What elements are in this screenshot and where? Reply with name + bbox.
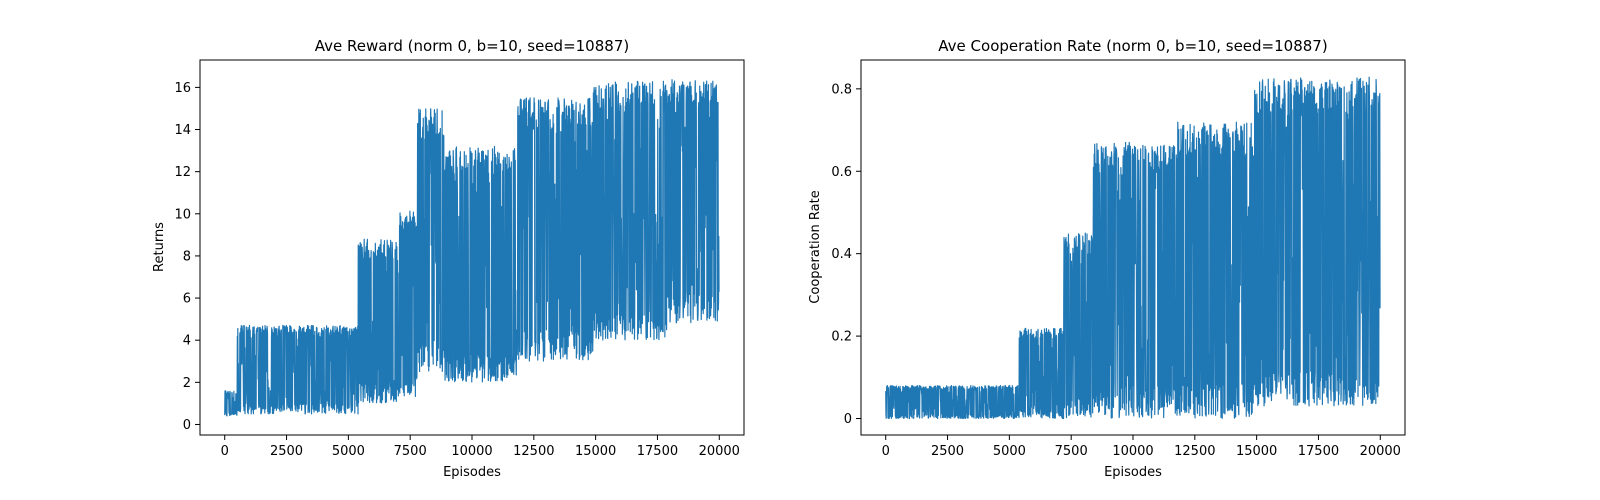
y-tick-label: 10 [174,207,191,222]
x-tick-label: 2500 [270,444,303,459]
reward-chart: Ave Reward (norm 0, b=10, seed=10887) Ep… [152,37,745,480]
x-tick-label: 20000 [699,444,740,459]
x-tick-label: 12500 [1174,444,1215,459]
x-tick-label: 10000 [451,444,492,459]
y-tick-label: 0 [844,412,852,427]
series-line [885,76,1381,420]
x-tick-label: 15000 [1236,444,1277,459]
axes-frame [199,59,745,436]
cooperation-chart: Ave Cooperation Rate (norm 0, b=10, seed… [808,37,1406,480]
x-tick-label: 20000 [1360,444,1401,459]
y-tick-label: 0.2 [831,330,852,345]
x-tick-label: 5000 [332,444,365,459]
y-tick-label: 8 [183,249,191,264]
x-tick-label: 12500 [513,444,554,459]
x-tick-label: 10000 [1112,444,1153,459]
y-tick-label: 0.6 [831,165,852,180]
x-tick-label: 17500 [1298,444,1339,459]
y-tick-label: 14 [174,123,191,138]
y-axis-label: Returns [152,222,167,272]
x-tick-label: 15000 [575,444,616,459]
y-tick-label: 12 [174,165,191,180]
series-line [224,79,720,417]
y-tick-label: 0 [183,418,191,433]
y-tick-label: 0.8 [831,82,852,97]
y-axis-label: Cooperation Rate [808,190,823,303]
x-tick-label: 2500 [931,444,964,459]
y-tick-label: 4 [183,334,191,349]
chart-title: Ave Cooperation Rate (norm 0, b=10, seed… [938,37,1327,55]
x-tick-label: 7500 [394,444,427,459]
x-tick-label: 7500 [1055,444,1088,459]
x-tick-label: 0 [221,444,229,459]
axes-frame [860,59,1406,436]
y-tick-label: 0.4 [831,247,852,262]
x-axis-label: Episodes [443,465,501,480]
x-axis-label: Episodes [1104,465,1162,480]
y-tick-label: 16 [174,81,191,96]
y-tick-label: 6 [183,292,191,307]
x-tick-label: 0 [882,444,890,459]
chart-title: Ave Reward (norm 0, b=10, seed=10887) [315,37,629,55]
x-tick-label: 5000 [993,444,1026,459]
y-tick-label: 2 [183,376,191,391]
x-tick-label: 17500 [637,444,678,459]
